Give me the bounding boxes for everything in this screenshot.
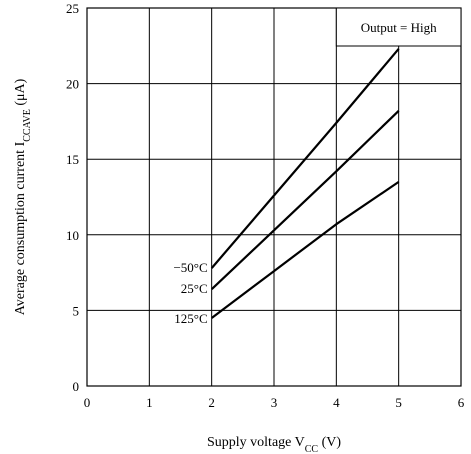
y-axis-title-unit: (μA): [13, 78, 28, 109]
x-axis-title-unit: (V): [318, 435, 341, 450]
y-tick-label: 0: [73, 379, 80, 394]
y-axis-title: Average consumption current ICCAVE (μA): [13, 78, 33, 315]
series-label: 125°C: [174, 311, 207, 326]
plot-border: [86, 7, 462, 387]
series-lines: [210, 48, 400, 319]
y-tick-label: 10: [66, 228, 79, 243]
series-label: 25°C: [181, 281, 208, 296]
y-tick-label: 25: [66, 1, 79, 16]
y-axis-title-main: Average consumption current I: [13, 141, 28, 315]
x-tick-label: 5: [395, 395, 402, 410]
y-axis-title-sub: CCAVE: [22, 109, 33, 142]
x-tick-label: 3: [271, 395, 278, 410]
series-line: [210, 110, 400, 290]
x-axis-title: Supply voltage VCC (V): [207, 435, 341, 454]
series-line: [210, 48, 400, 269]
plot-frame: [86, 7, 462, 387]
x-tick-label: 6: [458, 395, 465, 410]
x-tick-label: 4: [333, 395, 340, 410]
x-axis-title-main: Supply voltage V: [207, 435, 305, 450]
output-high-label: Output = High: [361, 20, 437, 35]
y-tick-label: 15: [66, 152, 79, 167]
tick-labels: 0 1 2 3 4 5 6 0 5 10 15 20 25 −50°C 25°C 125°C: [66, 1, 465, 410]
x-tick-label: 1: [146, 395, 153, 410]
series-label: −50°C: [173, 260, 207, 275]
x-tick-label: 0: [84, 395, 91, 410]
output-high-box: [335, 7, 462, 47]
y-tick-label: 20: [66, 77, 79, 92]
x-axis-title-sub: CC: [305, 444, 319, 454]
series-line: [211, 180, 400, 319]
x-tick-label: 2: [208, 395, 215, 410]
y-tick-label: 5: [73, 303, 80, 318]
